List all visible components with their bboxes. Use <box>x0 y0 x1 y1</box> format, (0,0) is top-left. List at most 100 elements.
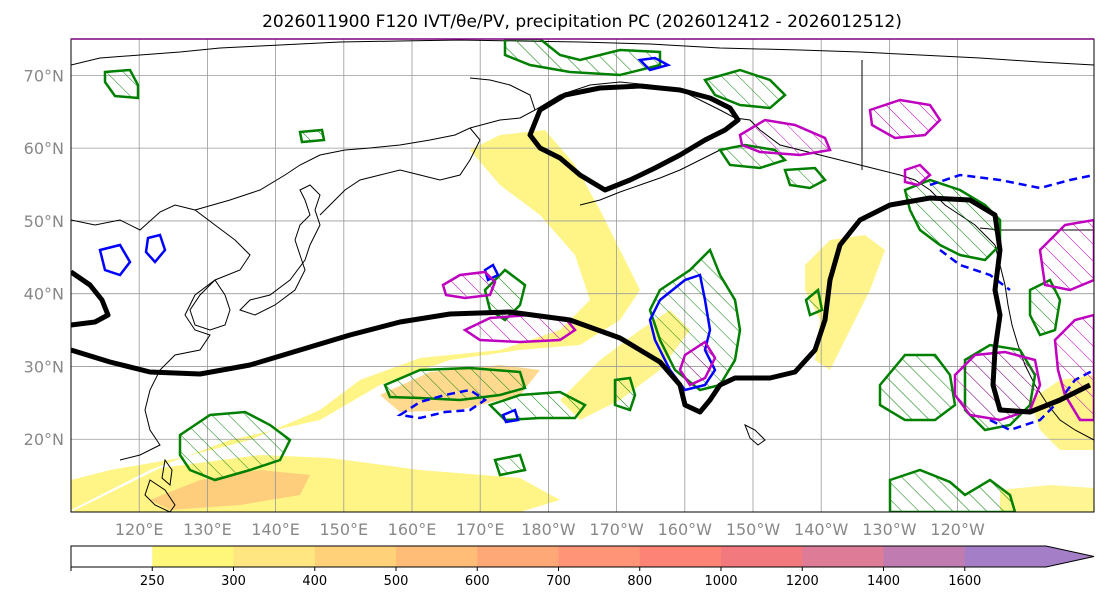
lon-tick-label: 120°E <box>115 520 164 539</box>
coast-hawaii <box>744 423 766 446</box>
colorbar-tick-label: 1000 <box>704 574 737 589</box>
coast-korea <box>189 279 231 331</box>
precip-pos-cell <box>383 366 527 402</box>
colorbar-segment <box>964 546 1047 567</box>
colorbar-tick-label: 600 <box>465 574 490 589</box>
precip-pos-cell <box>487 390 587 422</box>
colorbar-segment <box>639 546 722 567</box>
theta-e-line-asia <box>71 269 111 328</box>
precip-neg-cell <box>637 56 672 72</box>
pv-cell <box>953 350 1042 422</box>
coast-kamchatka <box>469 77 536 129</box>
colorbar-tick-label: 800 <box>627 574 652 589</box>
lon-tick-label: 120°W <box>930 520 985 539</box>
lat-tick-label: 60°N <box>24 139 64 158</box>
lat-tick-label: 30°N <box>24 357 64 376</box>
lon-tick-label: 140°W <box>794 520 849 539</box>
colorbar-segment <box>883 546 966 567</box>
colorbar-tick-label: 400 <box>302 574 327 589</box>
colorbar-tick-label: 500 <box>384 574 409 589</box>
precip-neg-cell <box>929 173 1094 190</box>
ivt-band-western-pacific <box>71 130 640 510</box>
colorbar-tick-label: 250 <box>140 574 165 589</box>
precip-pos-cell <box>503 39 662 77</box>
lon-tick-label: 160°W <box>658 520 713 539</box>
colorbar-segment <box>802 546 884 567</box>
coast-north-america-arctic <box>579 41 1094 66</box>
colorbar-segment <box>71 546 153 567</box>
precip-pos-cell <box>878 353 957 422</box>
colorbar-segment <box>477 546 559 567</box>
lon-tick-label: 160°E <box>388 520 437 539</box>
lat-tick-label: 50°N <box>24 212 64 231</box>
colorbar-segment <box>314 546 397 567</box>
longitude-tick-labels: 120°E 130°E 140°E 150°E 160°E 170°E 180°W 170°W… <box>115 520 985 539</box>
colorbar-tick-label: 1200 <box>786 574 819 589</box>
precip-pos-cell <box>178 410 292 482</box>
precip-pos-cell <box>298 128 326 144</box>
coast-alaska-peninsula <box>579 149 721 206</box>
colorbar-tick-label: 1400 <box>867 574 900 589</box>
precip-pos-cell <box>703 68 787 110</box>
coast-philippines <box>144 479 176 512</box>
lat-tick-label: 20°N <box>24 430 64 449</box>
precip-pos-cell <box>648 247 742 392</box>
precip-neg-cell <box>501 408 520 424</box>
ivt-band-tropics-core <box>150 470 310 510</box>
lon-tick-label: 180°W <box>521 520 576 539</box>
ivt-band-east-low <box>1000 485 1094 512</box>
colorbar-outline <box>70 545 1095 568</box>
map-axes: 70°N 60°N 50°N 40°N 30°N 20°N 120°E 130°E 140°E… <box>24 38 1095 539</box>
colorbar-segment <box>233 546 316 567</box>
lat-tick-label: 40°N <box>24 285 64 304</box>
coast-siberia-north <box>71 39 581 66</box>
coast-japan <box>239 184 321 316</box>
lon-tick-label: 170°E <box>456 520 505 539</box>
precip-pos-cell <box>888 468 1017 512</box>
lon-tick-label: 150°E <box>319 520 368 539</box>
figure-title: 2026011900 F120 IVT/θe/PV, precipitation… <box>262 12 902 32</box>
pv-cell <box>738 118 832 157</box>
precip-pos-cell <box>804 287 824 317</box>
colorbar-segment <box>152 546 234 567</box>
colorbar: 250 300 400 500 600 700 800 1000 1200 1400 1600 <box>70 545 1095 589</box>
colorbar-segment <box>721 546 803 567</box>
coast-asia <box>71 204 251 461</box>
pv-cell <box>903 163 932 187</box>
precip-neg-cell <box>939 249 1011 291</box>
colorbar-tick-label: 700 <box>546 574 571 589</box>
pv-cell <box>678 340 717 387</box>
theta-e-line-main <box>71 195 1092 415</box>
precip-pos-cell <box>783 166 827 190</box>
lon-tick-label: 130°W <box>862 520 917 539</box>
pv-cell <box>441 270 497 300</box>
colorbar-segment <box>558 546 641 567</box>
latitude-tick-labels: 70°N 60°N 50°N 40°N 30°N 20°N <box>24 66 64 449</box>
theta-e-contours <box>71 83 1092 415</box>
pv-cell <box>462 313 577 344</box>
pv-cell <box>1038 218 1094 292</box>
coast-taiwan <box>161 458 173 486</box>
pv-cell <box>1053 313 1094 422</box>
precip-pos-cell <box>493 453 527 477</box>
precip-neg-cell <box>144 233 167 264</box>
lon-tick-label: 150°W <box>726 520 781 539</box>
colorbar-segment <box>396 546 478 567</box>
precip-neg-cell <box>396 388 488 420</box>
precip-pos-cell <box>103 68 140 100</box>
lon-tick-label: 140°E <box>251 520 300 539</box>
precip-neg-cell <box>98 243 132 277</box>
lon-tick-label: 130°E <box>183 520 232 539</box>
pv-contours <box>441 98 1094 422</box>
pv-cell <box>868 98 942 140</box>
theta-e-line-bering <box>527 83 741 193</box>
ivt-band-northeast <box>805 235 885 370</box>
colorbar-extend-arrow <box>1046 546 1094 567</box>
colorbar-tick-label: 300 <box>221 574 246 589</box>
precip-pos-cell <box>613 376 637 412</box>
lat-tick-label: 70°N <box>24 66 64 85</box>
colorbar-tick-label: 1600 <box>948 574 981 589</box>
precip-neg-cell <box>648 273 717 392</box>
ivt-band-central <box>560 310 690 420</box>
